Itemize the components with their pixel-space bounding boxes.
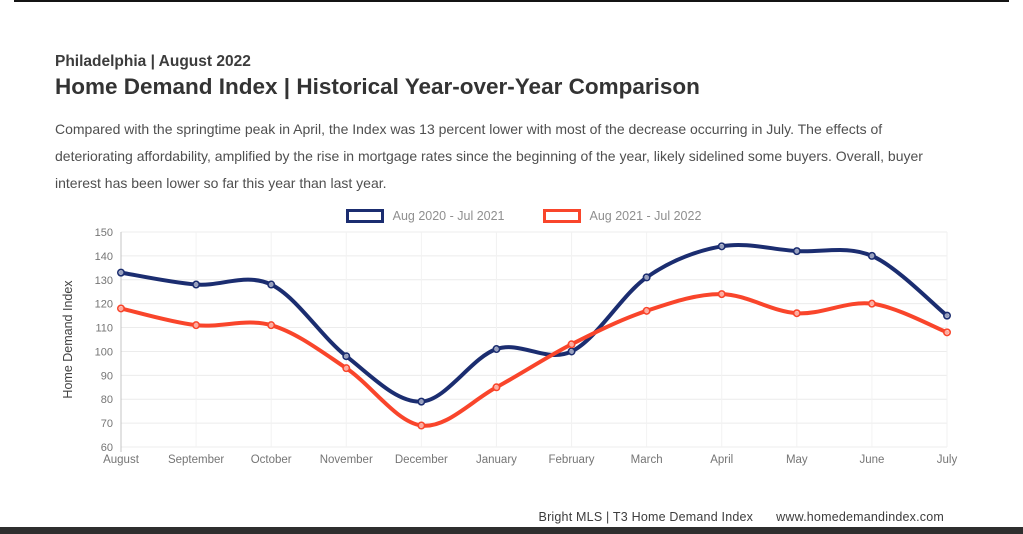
data-point <box>942 328 951 337</box>
data-point <box>792 309 801 318</box>
top-frame-line <box>14 0 1009 2</box>
data-point <box>867 299 876 308</box>
report-subtitle: Philadelphia | August 2022 <box>55 53 251 70</box>
data-point <box>717 290 726 299</box>
series-markers-1 <box>117 290 951 430</box>
legend-swatch-navy <box>345 209 384 223</box>
legend-label: Aug 2021 - Jul 2022 <box>589 209 702 223</box>
data-point <box>567 340 576 349</box>
svg-text:60: 60 <box>101 442 113 454</box>
data-point <box>567 347 576 356</box>
svg-text:110: 110 <box>95 323 113 335</box>
data-point <box>267 280 276 289</box>
data-point <box>342 364 351 373</box>
svg-text:December: December <box>395 454 448 466</box>
legend-item-2020-2021: Aug 2020 - Jul 2021 <box>345 209 505 223</box>
legend-swatch-red <box>542 209 581 223</box>
data-point <box>267 321 276 330</box>
svg-text:August: August <box>103 454 140 466</box>
x-axis-labels: August September October November December Ja… <box>103 454 957 466</box>
legend-label: Aug 2020 - Jul 2021 <box>392 209 505 223</box>
bottom-frame-bar <box>0 527 1023 534</box>
y-axis-title: Home Demand Index <box>61 280 75 399</box>
data-point <box>642 306 651 315</box>
footer: Bright MLS | T3 Home Demand Index www.ho… <box>539 510 944 524</box>
footer-website: www.homedemandindex.com <box>776 510 944 524</box>
data-point <box>192 280 201 289</box>
data-point <box>867 251 876 260</box>
svg-text:July: July <box>937 454 958 466</box>
svg-text:March: March <box>631 454 663 466</box>
data-point <box>492 345 501 354</box>
svg-text:April: April <box>710 454 733 466</box>
data-point <box>942 311 951 320</box>
svg-text:June: June <box>859 454 884 466</box>
data-point <box>492 383 501 392</box>
gridlines <box>121 231 948 448</box>
svg-text:130: 130 <box>95 275 113 287</box>
data-point <box>642 273 651 282</box>
data-point <box>342 352 351 361</box>
summary-paragraph: Compared with the springtime peak in Apr… <box>55 121 923 191</box>
series-markers-0 <box>117 242 951 406</box>
data-point <box>192 321 201 330</box>
svg-text:70: 70 <box>101 418 113 430</box>
data-point <box>792 247 801 256</box>
series-line-1 <box>119 292 949 428</box>
svg-text:90: 90 <box>101 370 113 382</box>
svg-text:September: September <box>168 454 224 466</box>
data-point <box>117 268 126 277</box>
svg-text:May: May <box>786 454 808 466</box>
data-point <box>717 242 726 251</box>
svg-text:November: November <box>320 454 373 466</box>
svg-text:October: October <box>251 454 292 466</box>
chart-legend: Aug 2020 - Jul 2021 Aug 2021 - Jul 2022 <box>12 209 1023 223</box>
legend-item-2021-2022: Aug 2021 - Jul 2022 <box>542 209 702 223</box>
svg-text:January: January <box>476 454 517 466</box>
data-point <box>117 304 126 313</box>
data-point <box>417 397 426 406</box>
svg-text:140: 140 <box>95 251 113 263</box>
y-axis-tick-labels: 60 70 80 90 100 110 120 130 140 150 <box>95 227 113 454</box>
data-point <box>417 421 426 430</box>
svg-text:100: 100 <box>95 346 113 358</box>
header: Philadelphia | August 2022 Home Demand I… <box>55 53 700 100</box>
svg-text:120: 120 <box>95 299 113 311</box>
svg-text:February: February <box>549 454 595 466</box>
page-title: Home Demand Index | Historical Year-over… <box>55 74 700 99</box>
footer-source: Bright MLS | T3 Home Demand Index <box>538 510 754 524</box>
svg-text:80: 80 <box>101 394 113 406</box>
svg-text:150: 150 <box>95 227 113 239</box>
